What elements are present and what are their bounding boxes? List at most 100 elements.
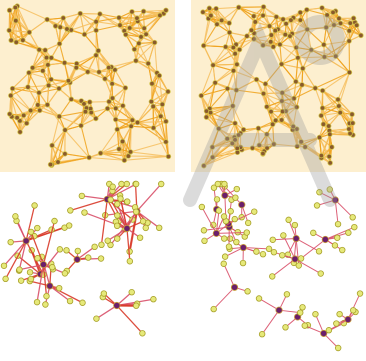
tree-edge <box>261 309 280 335</box>
mesh-edge <box>292 107 298 127</box>
mesh-node <box>102 76 108 82</box>
leaf-node <box>139 330 146 337</box>
mesh-edge <box>122 87 126 106</box>
mesh-edge <box>323 40 350 46</box>
mesh-edge <box>210 112 220 129</box>
leaf-node <box>67 207 74 214</box>
mesh-node <box>150 103 156 110</box>
mesh-edge <box>257 128 260 146</box>
mesh-node <box>333 53 339 59</box>
mesh-edge <box>46 88 60 106</box>
mesh-edge <box>284 34 297 48</box>
mesh-node <box>244 33 250 39</box>
mesh-node <box>347 130 353 137</box>
mesh-node <box>319 105 326 111</box>
mesh-node <box>116 15 122 21</box>
mesh-edge <box>10 86 29 97</box>
mesh-edge <box>64 62 70 81</box>
leaf-node <box>334 234 341 241</box>
mesh-node <box>326 153 332 160</box>
mesh-node <box>207 109 214 116</box>
mesh-node <box>251 36 257 42</box>
leaf-node <box>285 216 292 224</box>
mesh-edge <box>203 146 213 166</box>
mesh-edge <box>64 125 82 131</box>
mesh-edge <box>328 112 341 127</box>
mesh-edge <box>64 129 90 158</box>
mesh-node <box>346 38 352 44</box>
mesh-node <box>81 31 88 38</box>
mesh-node <box>335 96 341 103</box>
mesh-edge <box>100 152 125 161</box>
mesh-node <box>104 105 111 112</box>
mesh-node <box>13 17 19 24</box>
mesh-node <box>60 15 66 21</box>
mesh-node <box>347 20 353 26</box>
leaf-node <box>280 232 287 239</box>
mesh-edge <box>279 44 283 65</box>
mesh-edge <box>123 17 138 32</box>
mesh-node <box>121 157 128 163</box>
tree-edge <box>70 198 108 212</box>
mesh-node <box>149 80 155 87</box>
hub-node <box>320 329 328 338</box>
mesh-edge <box>91 108 108 114</box>
mesh-node <box>346 69 353 76</box>
mesh-edge <box>254 6 265 23</box>
mesh-node <box>270 44 276 50</box>
mesh-node <box>216 125 222 132</box>
mesh-edge <box>212 46 227 66</box>
mesh-node <box>277 41 283 48</box>
mesh-edge <box>145 15 161 35</box>
mesh-edge <box>10 95 25 116</box>
mesh-edge <box>38 87 60 94</box>
mesh-edge <box>30 92 40 111</box>
mesh-node <box>324 12 330 18</box>
mesh-edge <box>275 119 294 128</box>
mesh-node <box>252 19 258 25</box>
mesh-edge <box>137 122 167 143</box>
mesh-edge <box>265 83 283 94</box>
mesh-edge <box>203 45 214 66</box>
mesh-node <box>260 90 267 97</box>
mesh-edge <box>302 56 325 69</box>
mesh-edge <box>296 136 320 147</box>
mesh-edge <box>135 42 156 62</box>
mesh-edge <box>123 126 132 161</box>
mesh-edge <box>302 68 316 89</box>
mesh-node <box>272 27 278 34</box>
tree-edge <box>216 232 247 234</box>
leaf-node <box>210 184 218 191</box>
mesh-node <box>163 118 169 125</box>
hub-node <box>230 283 239 291</box>
tree-edge <box>128 211 138 252</box>
mesh-edge <box>318 137 322 156</box>
leaf-node <box>334 344 342 352</box>
mesh-edge <box>281 47 297 65</box>
mesh-edge <box>306 9 328 16</box>
leaf-node <box>27 275 35 283</box>
tree-edge <box>243 247 270 250</box>
mesh-node <box>282 31 289 38</box>
mesh-edge <box>295 81 316 89</box>
mesh-edge <box>301 136 320 143</box>
mesh-edge <box>79 13 97 31</box>
mesh-edge <box>322 105 339 109</box>
mesh-edge <box>226 123 236 139</box>
tree-edge <box>96 304 118 320</box>
mesh-node <box>109 81 115 87</box>
tree-edge <box>126 228 131 262</box>
mesh-node <box>68 27 74 33</box>
leaf-node <box>93 315 100 322</box>
mesh-edge <box>302 49 312 69</box>
mesh-edge <box>214 82 237 91</box>
mesh-node <box>235 132 242 138</box>
mesh-node <box>49 142 55 149</box>
mesh-edge <box>213 63 237 66</box>
mesh-edge <box>281 81 297 94</box>
mesh-edge <box>47 62 65 66</box>
mesh-node <box>134 15 140 21</box>
leaf-node <box>136 234 144 241</box>
leaf-node <box>2 275 9 283</box>
mesh-edge <box>295 29 308 48</box>
